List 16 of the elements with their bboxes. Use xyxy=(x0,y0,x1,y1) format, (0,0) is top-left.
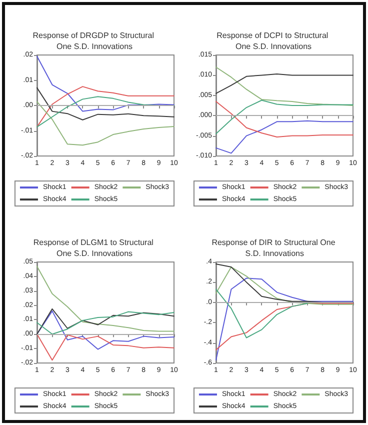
line-series xyxy=(36,310,174,350)
line-series xyxy=(36,87,174,120)
line-series xyxy=(36,56,174,112)
line-series xyxy=(36,86,174,128)
line-series xyxy=(216,288,308,338)
chart-title: Response of DCPI to Structural One S.D. Innovations xyxy=(216,31,330,51)
line-series xyxy=(36,101,174,146)
line-series xyxy=(216,120,354,154)
line-series xyxy=(216,66,354,106)
chart-title: Response of DLGM1 to Structural One S.D. Innovations xyxy=(33,238,156,258)
line-series xyxy=(216,278,354,360)
line-series xyxy=(36,266,174,332)
line-series xyxy=(36,334,174,361)
chart-title: Response of DRGDP to Structural One S.D. Innovations xyxy=(32,31,156,51)
line-series xyxy=(216,73,354,94)
chart-title: Response of DIR to Structural One S.D. Innovations xyxy=(212,238,336,258)
